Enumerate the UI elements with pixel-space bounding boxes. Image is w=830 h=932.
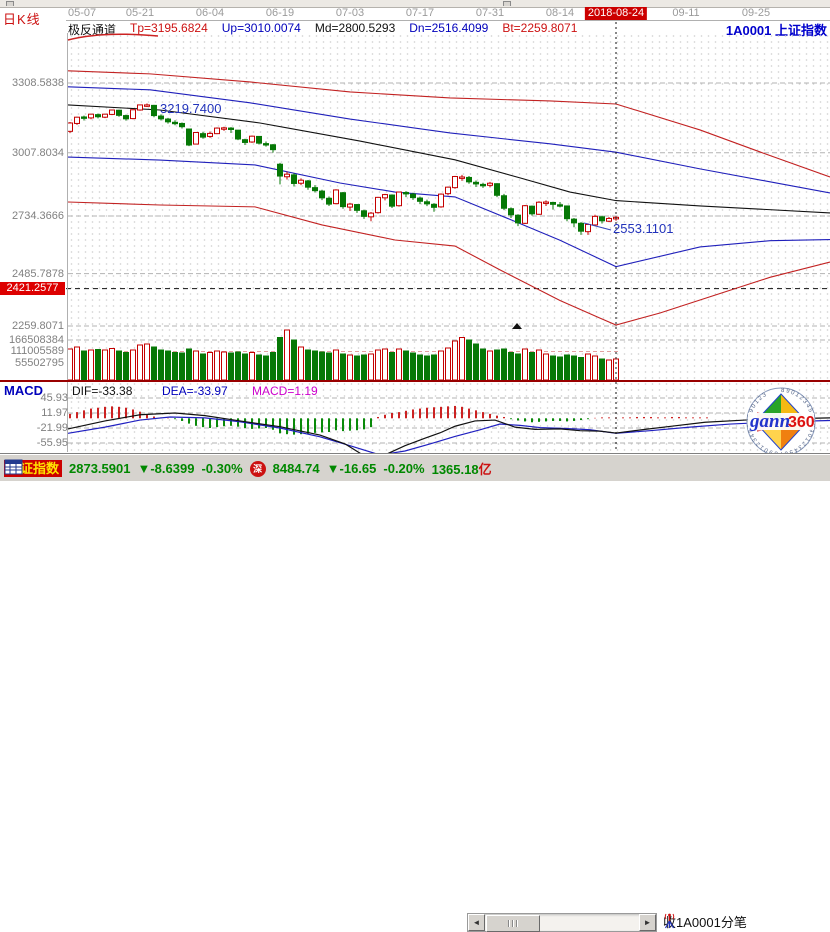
macd-hist-value: MACD=1.19: [252, 384, 318, 398]
splitter-handle-left[interactable]: [6, 1, 14, 6]
x-axis-date: 08-14: [545, 7, 575, 19]
sz-index-change-pct: -0.20%: [383, 461, 425, 476]
x-axis-date: 05-07: [68, 7, 97, 19]
logo-text-360: 360: [788, 414, 815, 431]
price-axis-label: 2259.8071: [12, 320, 64, 332]
index-change-pct: -0.30%: [201, 461, 243, 476]
turnover-value: 1365.18: [431, 462, 479, 477]
data-feed-antenna-icon: [664, 913, 675, 929]
status-bar: 上证指数 2873.5901 ▼-8.6399 -0.30% 深 8484.74…: [0, 454, 830, 932]
x-axis-date: 06-04: [195, 7, 225, 19]
macd-dif-value: DIF=-33.38: [72, 384, 133, 398]
down-arrow-icon: ▼: [326, 461, 340, 476]
ref-price-badge: 2421.2577: [0, 281, 65, 295]
volume-axis-label: 55502795: [15, 357, 64, 369]
high-price-annotation: 3219.7400: [160, 101, 222, 116]
price-axis-label: 3308.5838: [12, 76, 64, 89]
macd-axis-label: 45.93: [40, 392, 68, 404]
channel-bt-value: Bt=2259.8071: [502, 21, 578, 35]
macd-dea-value: DEA=-33.97: [162, 384, 228, 398]
pane-separator-line: [0, 380, 830, 382]
scrollbar-thumb[interactable]: [486, 915, 540, 932]
chart-canvas: [66, 22, 830, 458]
macd-histogram: [69, 405, 708, 435]
volume-axis-label: 166508384: [8, 334, 64, 346]
x-axis-date-future: 09-25: [741, 7, 771, 19]
x-axis-date: 07-31: [475, 7, 505, 19]
channel-md-value: Md=2800.5293: [314, 21, 396, 35]
price-axis-label: 3007.8034: [12, 146, 64, 159]
channel-up-value: Up=3010.0074: [221, 21, 301, 35]
indicator-info-row: 极反通道 Tp=3195.6824 Up=3010.0074 Md=2800.5…: [68, 21, 577, 38]
x-axis-date-future: 09-11: [672, 7, 700, 19]
horizontal-scrollbar[interactable]: ◄ ►: [467, 913, 657, 932]
price-axis-label: 2485.7878: [12, 267, 64, 280]
x-axis-date: 05-21: [125, 7, 155, 19]
macd-lines: [67, 412, 830, 458]
header-divider: [66, 20, 830, 21]
macd-axis-label: -21.99: [36, 422, 68, 434]
gann360-logo: 890123456789012345678901234567890123 gan…: [746, 387, 816, 457]
sz-index-value: 8484.74: [272, 461, 320, 476]
volume-bars: [67, 329, 619, 381]
channel-lines: [67, 70, 830, 326]
candlesticks: [67, 103, 619, 235]
quote-table-icon[interactable]: [4, 459, 23, 475]
scroll-right-button[interactable]: ►: [639, 914, 656, 931]
sz-index-change: -16.65: [339, 461, 377, 476]
macd-axis-label: 11.97: [41, 407, 68, 419]
price-axis-label: 2734.3666: [12, 210, 64, 223]
down-arrow-icon: ▼: [137, 461, 151, 476]
current-date-badge: 2018-08-24: [584, 7, 648, 20]
shenzhen-market-icon[interactable]: 深: [249, 460, 266, 477]
splitter-handle-mid[interactable]: [503, 1, 511, 6]
turnover-unit: 亿: [478, 462, 492, 477]
x-axis-date: 07-03: [335, 7, 365, 19]
logo-text-gann: gann: [749, 411, 790, 432]
volume-axis-label: 111005589: [10, 345, 64, 357]
kline-period-label: 日K线: [3, 12, 41, 27]
scroll-left-button[interactable]: ◄: [468, 914, 485, 931]
index-last-price: 2873.5901: [69, 461, 131, 476]
top-splitter-strip[interactable]: [0, 0, 830, 8]
macd-pane-label: MACD: [4, 383, 43, 398]
channel-tp-value: Tp=3195.6824: [130, 21, 208, 35]
low-price-annotation: 2553.1101: [613, 221, 674, 236]
channel-dn-value: Dn=2516.4099: [409, 21, 489, 35]
markers: [67, 33, 612, 329]
macd-axis-label: -55.95: [36, 437, 68, 449]
x-axis-date: 07-17: [405, 7, 435, 19]
index-change: -8.6399: [150, 461, 195, 476]
x-axis-date: 06-19: [265, 7, 295, 19]
plot-area-background: [68, 33, 830, 453]
